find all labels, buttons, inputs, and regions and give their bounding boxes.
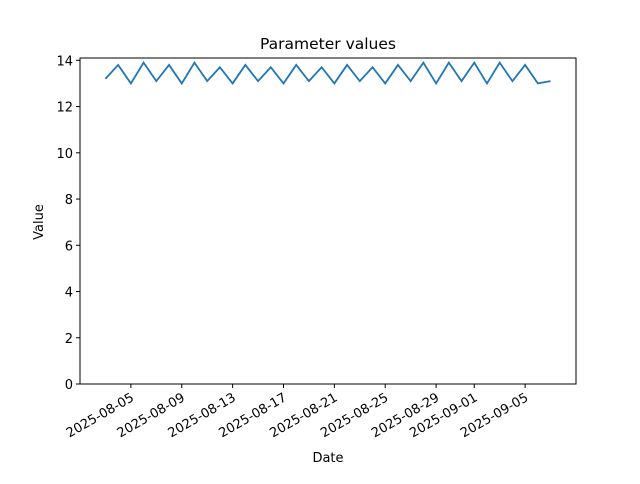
x-axis-label: Date — [312, 451, 343, 466]
y-tick-label: 6 — [65, 239, 73, 254]
y-tick-label: 14 — [56, 54, 73, 69]
chart-title: Parameter values — [260, 35, 396, 53]
y-tick-label: 4 — [65, 286, 73, 301]
y-tick-label: 2 — [65, 332, 73, 347]
data-line — [104, 60, 551, 86]
y-tick-label: 8 — [65, 193, 73, 208]
y-tick-label: 12 — [56, 101, 73, 116]
y-axis-label: Value — [32, 204, 47, 240]
y-tick-label: 0 — [65, 378, 73, 393]
y-tick-label: 10 — [56, 147, 73, 162]
plot-frame — [79, 57, 577, 385]
